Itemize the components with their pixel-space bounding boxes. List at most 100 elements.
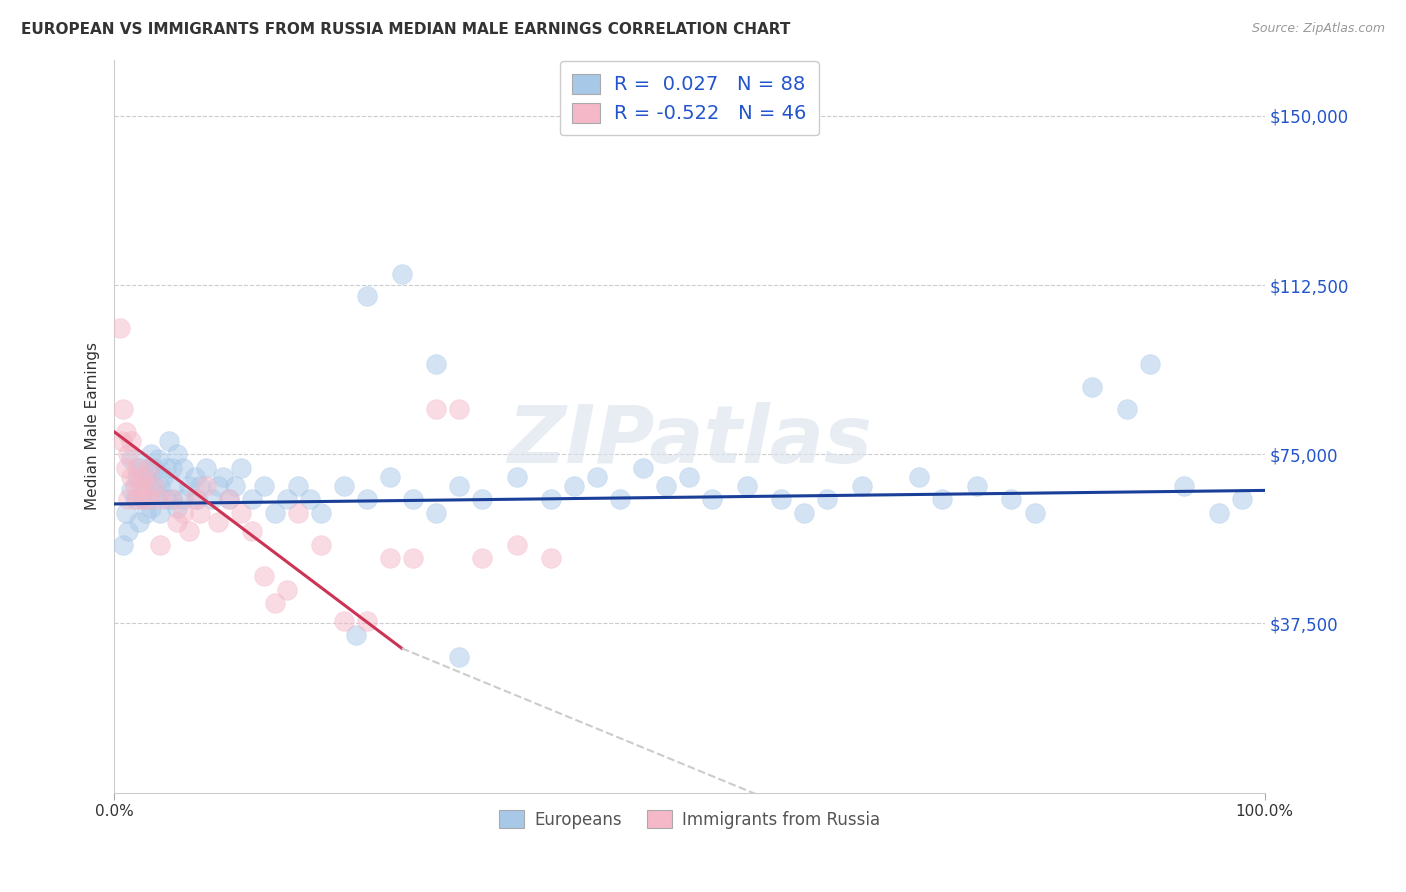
Point bbox=[471, 492, 494, 507]
Point bbox=[287, 506, 309, 520]
Point bbox=[114, 506, 136, 520]
Point bbox=[172, 461, 194, 475]
Text: Source: ZipAtlas.com: Source: ZipAtlas.com bbox=[1251, 22, 1385, 36]
Point bbox=[155, 492, 177, 507]
Point bbox=[120, 434, 142, 448]
Point bbox=[1024, 506, 1046, 520]
Point bbox=[132, 492, 155, 507]
Point bbox=[540, 492, 562, 507]
Point bbox=[356, 492, 378, 507]
Point bbox=[380, 470, 402, 484]
Point bbox=[146, 451, 169, 466]
Point bbox=[1139, 357, 1161, 371]
Point bbox=[138, 492, 160, 507]
Point bbox=[309, 537, 332, 551]
Point bbox=[201, 492, 224, 507]
Point bbox=[190, 479, 212, 493]
Point bbox=[240, 524, 263, 538]
Point bbox=[190, 506, 212, 520]
Point bbox=[931, 492, 953, 507]
Point bbox=[207, 515, 229, 529]
Point bbox=[166, 515, 188, 529]
Point bbox=[380, 551, 402, 566]
Point bbox=[678, 470, 700, 484]
Point bbox=[1173, 479, 1195, 493]
Point bbox=[183, 492, 205, 507]
Point bbox=[166, 447, 188, 461]
Point bbox=[540, 551, 562, 566]
Point bbox=[264, 506, 287, 520]
Point bbox=[124, 492, 146, 507]
Point bbox=[207, 479, 229, 493]
Point bbox=[655, 479, 678, 493]
Point bbox=[218, 492, 240, 507]
Point bbox=[149, 537, 172, 551]
Point bbox=[186, 492, 208, 507]
Point bbox=[817, 492, 839, 507]
Point bbox=[333, 479, 356, 493]
Point bbox=[183, 470, 205, 484]
Point bbox=[1115, 402, 1137, 417]
Point bbox=[402, 551, 425, 566]
Point bbox=[114, 425, 136, 439]
Point bbox=[135, 479, 157, 493]
Point bbox=[449, 479, 471, 493]
Point bbox=[160, 492, 183, 507]
Point bbox=[160, 492, 183, 507]
Point bbox=[402, 492, 425, 507]
Point bbox=[146, 488, 169, 502]
Point bbox=[143, 461, 166, 475]
Point bbox=[117, 447, 139, 461]
Point bbox=[253, 569, 276, 583]
Point bbox=[344, 628, 367, 642]
Point bbox=[793, 506, 815, 520]
Point bbox=[356, 614, 378, 628]
Point bbox=[391, 267, 413, 281]
Point bbox=[117, 524, 139, 538]
Point bbox=[128, 479, 150, 493]
Point bbox=[212, 470, 235, 484]
Point bbox=[506, 537, 529, 551]
Point bbox=[163, 479, 186, 493]
Point bbox=[1081, 379, 1104, 393]
Point bbox=[177, 524, 200, 538]
Point bbox=[309, 506, 332, 520]
Point bbox=[160, 461, 183, 475]
Point bbox=[562, 479, 585, 493]
Point bbox=[172, 492, 194, 507]
Point bbox=[157, 434, 180, 448]
Point bbox=[114, 461, 136, 475]
Point bbox=[1230, 492, 1253, 507]
Point bbox=[166, 501, 188, 516]
Point bbox=[128, 461, 150, 475]
Point bbox=[229, 461, 252, 475]
Point bbox=[425, 357, 447, 371]
Point bbox=[966, 479, 988, 493]
Point bbox=[128, 515, 150, 529]
Point bbox=[132, 479, 155, 493]
Point bbox=[770, 492, 793, 507]
Point bbox=[127, 492, 149, 507]
Point bbox=[177, 479, 200, 493]
Point bbox=[138, 461, 160, 475]
Point bbox=[253, 479, 276, 493]
Point bbox=[138, 461, 160, 475]
Point bbox=[264, 596, 287, 610]
Point bbox=[471, 551, 494, 566]
Point bbox=[287, 479, 309, 493]
Point bbox=[276, 492, 298, 507]
Point bbox=[149, 492, 172, 507]
Point bbox=[127, 461, 149, 475]
Point bbox=[135, 470, 157, 484]
Point bbox=[586, 470, 609, 484]
Point bbox=[449, 650, 471, 665]
Point bbox=[120, 470, 142, 484]
Point bbox=[333, 614, 356, 628]
Point bbox=[506, 470, 529, 484]
Point bbox=[218, 492, 240, 507]
Legend: Europeans, Immigrants from Russia: Europeans, Immigrants from Russia bbox=[492, 804, 886, 836]
Point bbox=[120, 483, 142, 498]
Point bbox=[124, 479, 146, 493]
Point bbox=[195, 461, 218, 475]
Point bbox=[138, 492, 160, 507]
